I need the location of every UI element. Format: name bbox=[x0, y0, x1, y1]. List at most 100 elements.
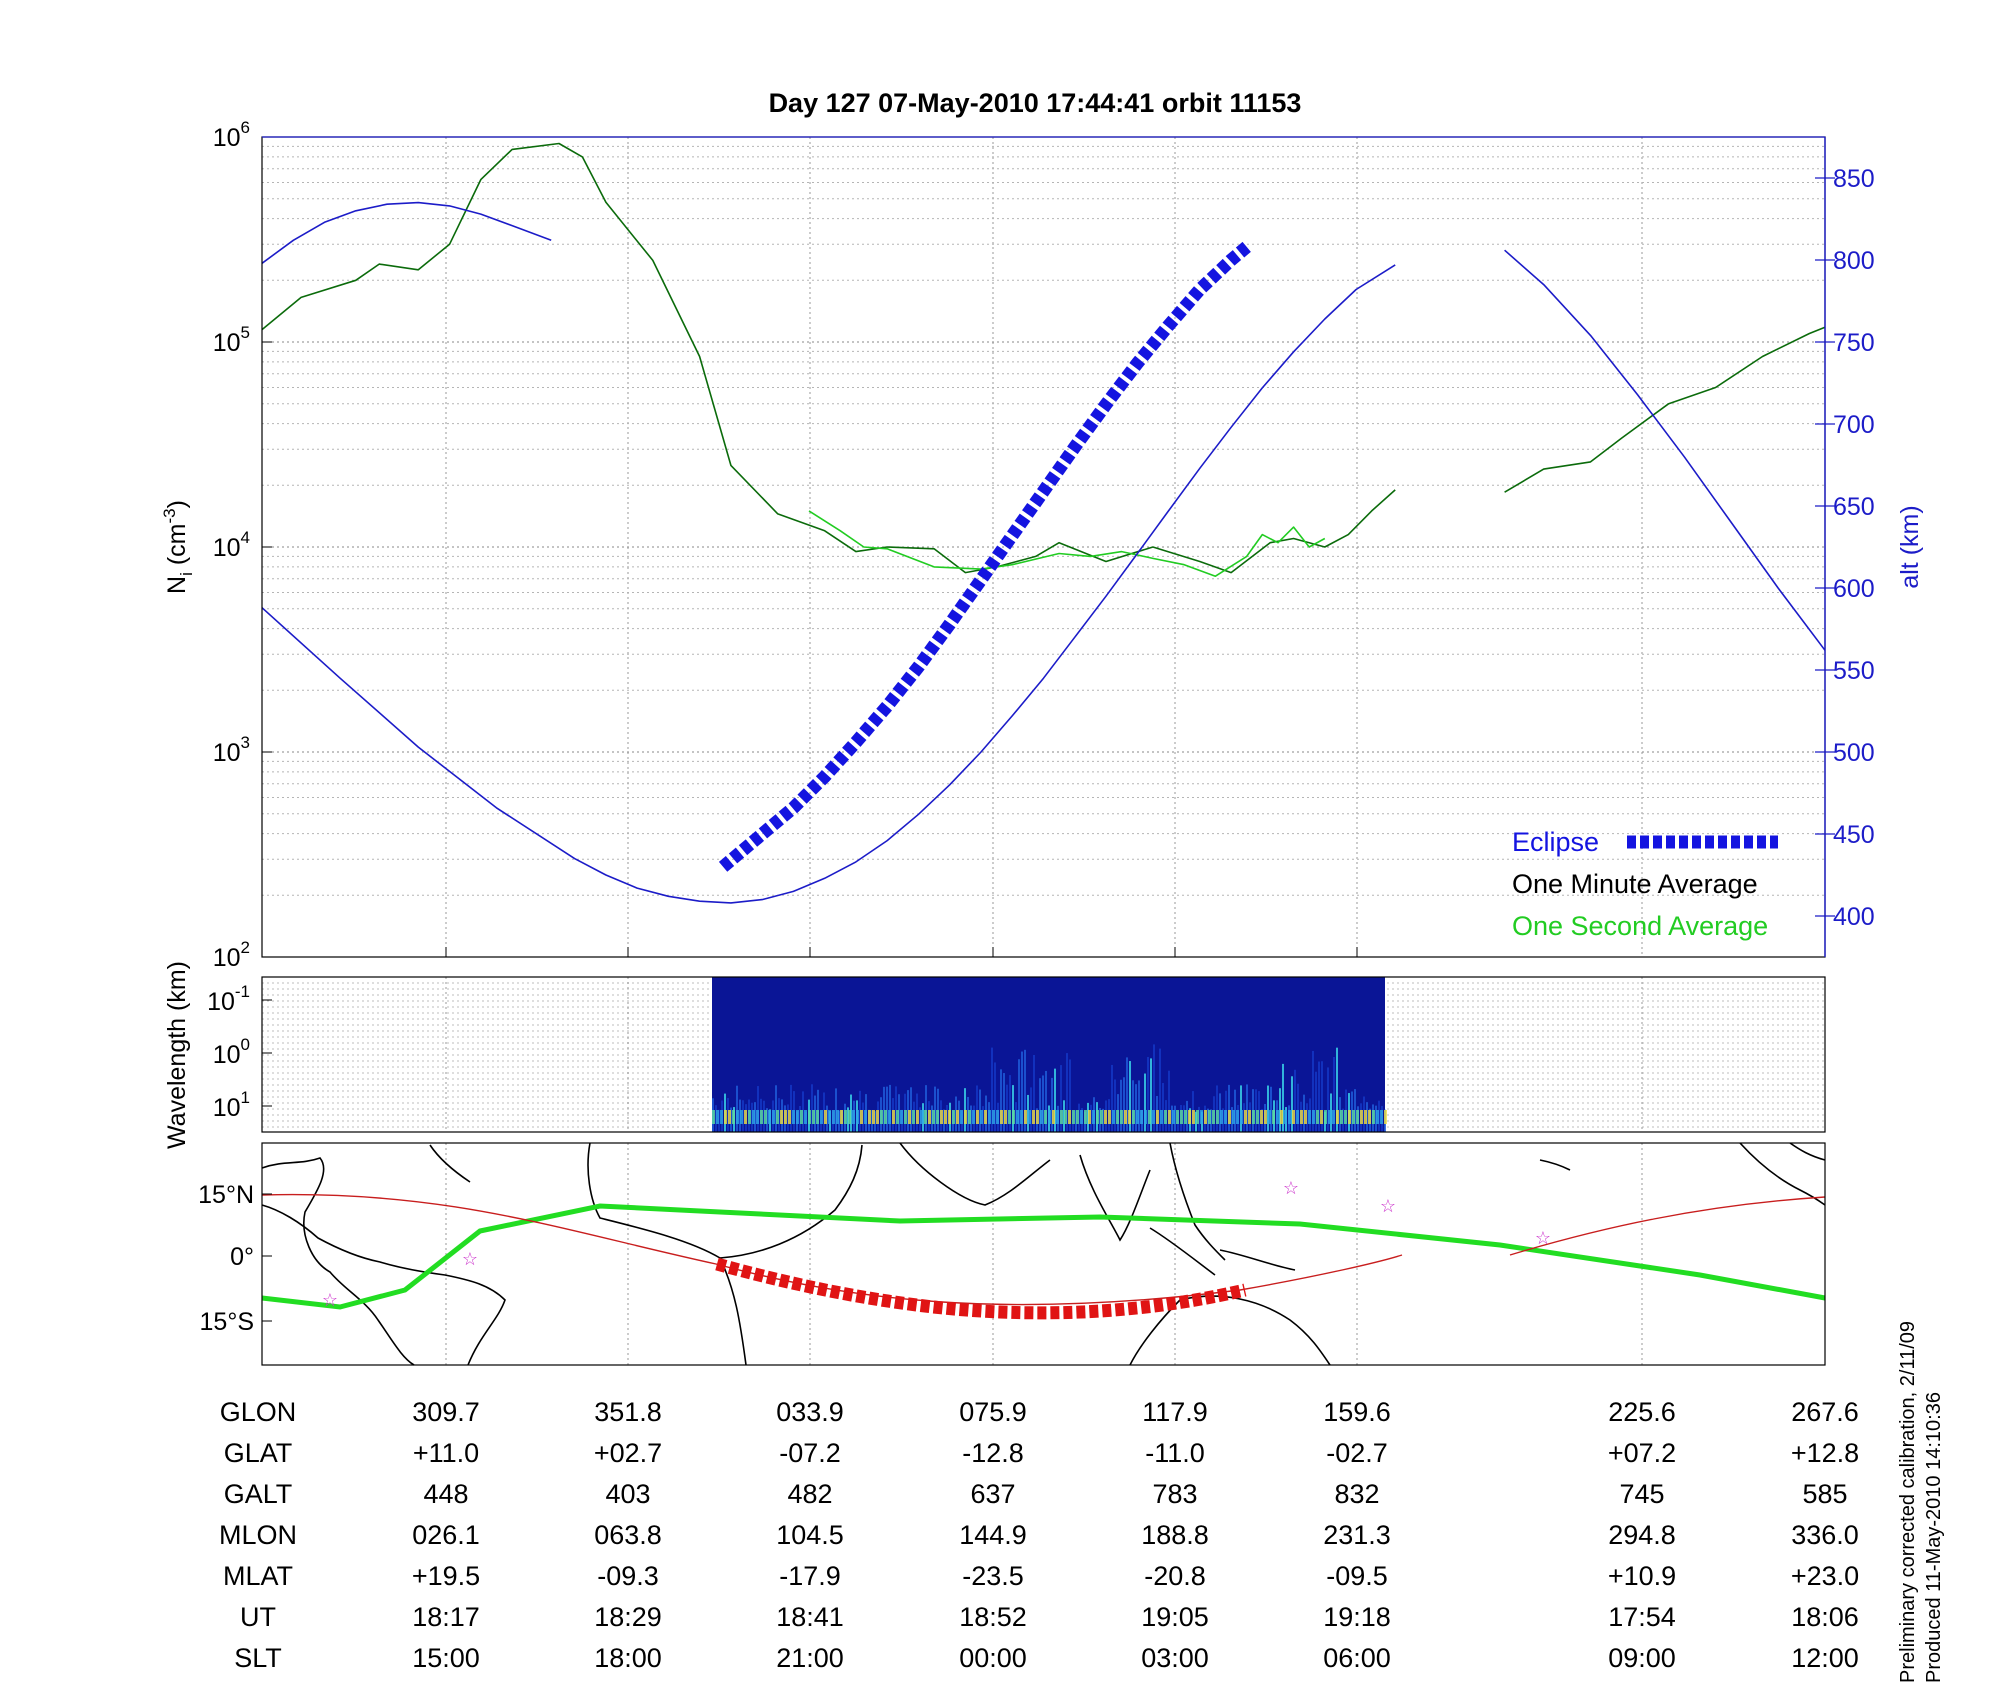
table-cell: 637 bbox=[970, 1479, 1015, 1509]
table-cell: 063.8 bbox=[594, 1520, 662, 1550]
table-cell: 117.9 bbox=[1142, 1397, 1208, 1427]
heatmap-lowband bbox=[788, 1110, 791, 1124]
heatmap-lowband bbox=[924, 1110, 927, 1124]
heatmap-streak bbox=[889, 1084, 891, 1132]
series-line-one-second-average bbox=[808, 510, 1326, 578]
ylabel-sub: i bbox=[177, 572, 196, 576]
heatmap-streak bbox=[1333, 1056, 1335, 1132]
heatmap-lowband bbox=[1196, 1110, 1199, 1124]
heatmap-lowband bbox=[840, 1110, 843, 1124]
orbit-eclipse-segment bbox=[715, 1257, 1247, 1320]
heatmap-lowband bbox=[1312, 1110, 1315, 1124]
heatmap-lowband bbox=[784, 1110, 787, 1124]
heatmap-lowband bbox=[1228, 1110, 1231, 1124]
heatmap-lowband bbox=[804, 1110, 807, 1124]
heatmap-lowband bbox=[1236, 1110, 1239, 1124]
series-line-alt bbox=[261, 201, 552, 264]
heatmap-lowband bbox=[716, 1110, 719, 1124]
heatmap-streak bbox=[1006, 1084, 1008, 1132]
heatmap-lowband bbox=[712, 1110, 715, 1124]
heatmap-lowband bbox=[1272, 1110, 1275, 1124]
table-cell: 06:00 bbox=[1323, 1643, 1391, 1673]
heatmap-lowband bbox=[976, 1110, 979, 1124]
heatmap-streak bbox=[910, 1087, 912, 1132]
heatmap-streak bbox=[1168, 1070, 1170, 1132]
table-cell: -12.8 bbox=[962, 1438, 1024, 1468]
map-frame bbox=[261, 1142, 1826, 1366]
density-gridlines bbox=[262, 137, 1825, 958]
heatmap-lowband bbox=[1328, 1110, 1331, 1124]
table-cell: 18:29 bbox=[594, 1602, 662, 1632]
heatmap-lowband bbox=[760, 1110, 763, 1124]
heatmap-lowband bbox=[880, 1110, 883, 1124]
heatmap-streak bbox=[1216, 1085, 1218, 1132]
heatmap-lowband bbox=[1260, 1110, 1263, 1124]
table-cell: +12.8 bbox=[1791, 1438, 1859, 1468]
table-cell: -07.2 bbox=[779, 1438, 841, 1468]
heatmap-lowband bbox=[1008, 1110, 1011, 1124]
heatmap-lowband bbox=[936, 1110, 939, 1124]
heatmap-lowband bbox=[1344, 1110, 1347, 1124]
left-tick-label: 102 bbox=[213, 938, 250, 972]
heatmap-streak bbox=[991, 1047, 993, 1132]
heatmap-lowband bbox=[860, 1110, 863, 1124]
heatmap-streak bbox=[1147, 1056, 1149, 1132]
heatmap-streak bbox=[1018, 1059, 1020, 1132]
heatmap-lowband bbox=[1088, 1110, 1091, 1124]
map-lat-ticks: 15°N 0° 15°S bbox=[198, 1181, 272, 1336]
heatmap-lowband bbox=[1048, 1110, 1051, 1124]
table-row-label: MLAT bbox=[223, 1561, 293, 1591]
heatmap-lowband bbox=[972, 1110, 975, 1124]
heatmap-lowband bbox=[1304, 1110, 1307, 1124]
heatmap-lowband bbox=[1012, 1110, 1015, 1124]
table-cell: 19:18 bbox=[1323, 1602, 1391, 1632]
right-tick-label: 650 bbox=[1833, 493, 1875, 521]
heatmap-streak bbox=[1318, 1061, 1320, 1132]
heatmap-lowband bbox=[1152, 1110, 1155, 1124]
heatmap-lowband bbox=[780, 1110, 783, 1124]
heatmap-streak bbox=[1030, 1087, 1032, 1132]
heatmap-lowband bbox=[1132, 1110, 1135, 1124]
left-tick-label: 105 bbox=[213, 323, 250, 357]
right-tick-label: 450 bbox=[1833, 821, 1875, 849]
heatmap-lowband bbox=[944, 1110, 947, 1124]
heatmap-lowband bbox=[1004, 1110, 1007, 1124]
table-cell: 15:00 bbox=[412, 1643, 480, 1673]
table-cell: 18:41 bbox=[776, 1602, 844, 1632]
heatmap-lowband bbox=[1156, 1110, 1159, 1124]
right-tick-label: 700 bbox=[1833, 411, 1875, 439]
heatmap-lowband bbox=[1280, 1110, 1283, 1124]
left-tick-label: 106 bbox=[213, 118, 250, 152]
heatmap-lowband bbox=[884, 1110, 887, 1124]
heatmap-streak bbox=[1327, 1067, 1329, 1132]
heatmap-lowband bbox=[836, 1110, 839, 1124]
heatmap-streak bbox=[1126, 1057, 1128, 1132]
heatmap-streak bbox=[1120, 1079, 1122, 1132]
wavelength-ticks: 10-1 100 101 bbox=[207, 982, 272, 1122]
heatmap-lowband bbox=[1256, 1110, 1259, 1124]
table-cell: 18:00 bbox=[594, 1643, 662, 1673]
heatmap-lowband bbox=[996, 1110, 999, 1124]
table-cell: 267.6 bbox=[1791, 1397, 1859, 1427]
heatmap-lowband bbox=[776, 1110, 779, 1124]
series-line-one-minute-average bbox=[261, 142, 1396, 574]
heatmap-lowband bbox=[1000, 1110, 1003, 1124]
heatmap-lowband bbox=[1148, 1110, 1151, 1124]
heatmap-streak bbox=[1282, 1063, 1284, 1132]
heatmap-streak bbox=[883, 1086, 885, 1132]
magnetic-equator-line bbox=[261, 1203, 1826, 1310]
heatmap-lowband bbox=[1028, 1110, 1031, 1124]
orbit-table: GLON 309.7 351.8 033.9 075.9 117.9 159.6 225.6 2… bbox=[219, 1397, 1859, 1673]
ylabel-n: N bbox=[163, 576, 191, 594]
heatmap-lowband bbox=[1056, 1110, 1059, 1124]
table-cell: 225.6 bbox=[1608, 1397, 1676, 1427]
mid-tick-label: 10-1 bbox=[207, 982, 250, 1016]
heatmap-lowband bbox=[1128, 1110, 1131, 1124]
right-tick-label: 600 bbox=[1833, 575, 1875, 603]
heatmap-lowband bbox=[740, 1110, 743, 1124]
heatmap-streak bbox=[1240, 1085, 1242, 1132]
heatmap-lowband bbox=[864, 1110, 867, 1124]
footnote-line2: Produced 11-May-2010 14:10:36 bbox=[1923, 1392, 1945, 1683]
heatmap-lowband bbox=[1340, 1110, 1343, 1124]
